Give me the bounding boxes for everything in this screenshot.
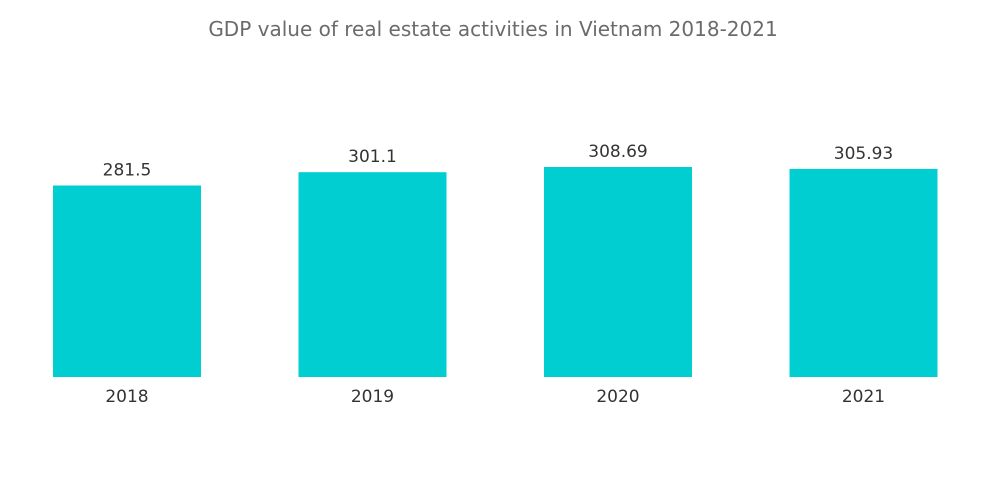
bars-layer (53, 167, 938, 377)
bar-2020 (544, 167, 692, 377)
data-labels-layer: 281.5 301.1 308.69 305.93 (103, 142, 894, 181)
data-label-2021: 305.93 (834, 144, 893, 164)
x-tick-label-2019: 2019 (351, 387, 394, 407)
data-label-2018: 281.5 (103, 161, 152, 181)
bar-2021 (789, 168, 938, 377)
chart-title: GDP value of real estate activities in V… (208, 17, 777, 41)
x-tick-label-2018: 2018 (105, 387, 148, 407)
x-tick-label-2021: 2021 (842, 387, 885, 407)
bar-2018 (53, 185, 201, 377)
x-axis-ticks-layer: 2018 2019 2020 2021 (105, 387, 885, 407)
data-label-2020: 308.69 (588, 142, 647, 162)
data-label-2019: 301.1 (348, 147, 397, 167)
bar-2019 (298, 172, 447, 377)
x-tick-label-2020: 2020 (596, 387, 639, 407)
